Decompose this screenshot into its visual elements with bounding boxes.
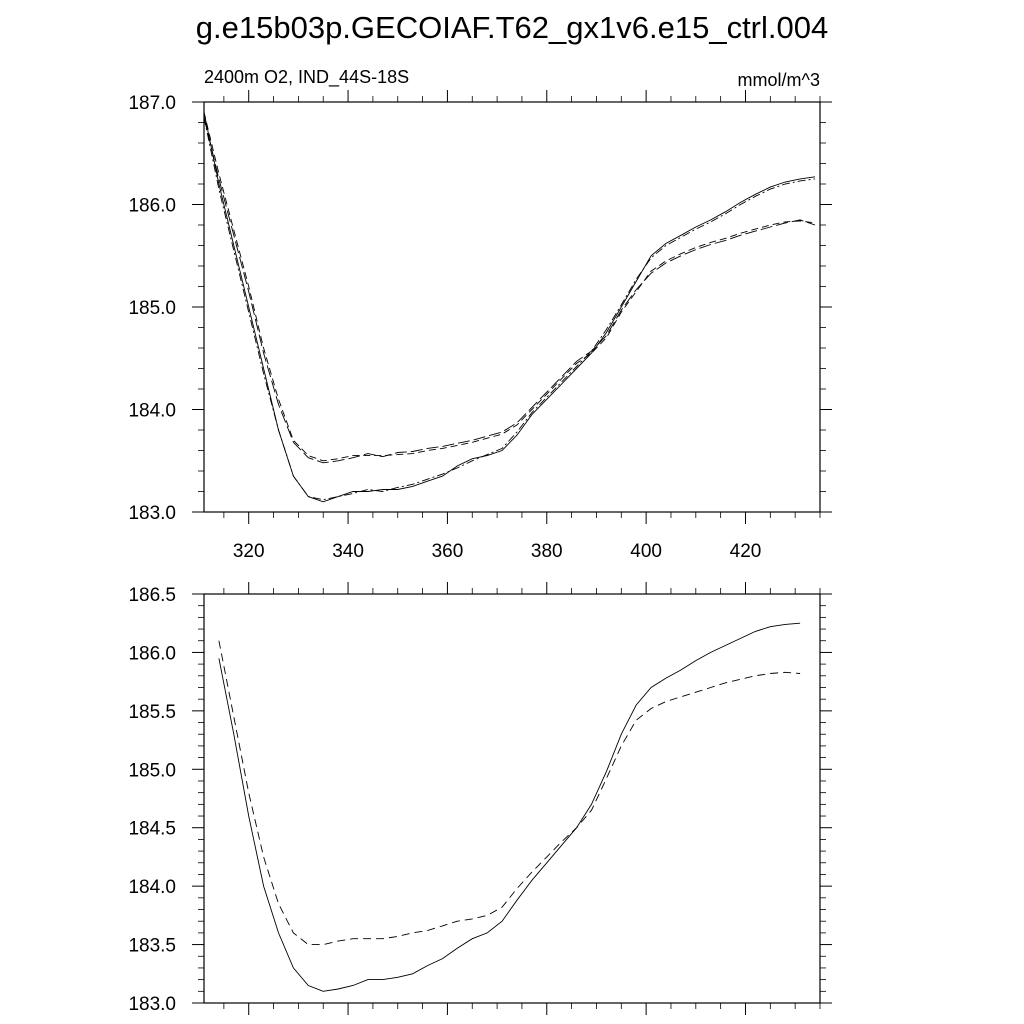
series-line-dashed — [203, 112, 816, 462]
y-tick-label: 183.0 — [128, 994, 176, 1015]
x-tick-label: 380 — [531, 541, 563, 562]
y-tick-label: 184.5 — [128, 819, 176, 840]
series-line-solid — [203, 112, 816, 503]
x-tick-label: 340 — [332, 541, 364, 562]
y-tick-label: 187.0 — [128, 93, 176, 114]
y-tick-label: 183.5 — [128, 936, 176, 957]
y-tick-label: 184.0 — [128, 877, 176, 898]
bottom-panel: 183.0 183.5 184.0 184.5 185.0 185.5 186.0 186.5 — [128, 582, 832, 1015]
y-tick-label: 185.0 — [128, 298, 176, 319]
top-left-label: 2400m O2, IND_44S-18S — [204, 67, 409, 88]
x-tick-label: 400 — [630, 541, 662, 562]
series-line-dot-dash — [203, 117, 816, 501]
y-tick-label: 185.5 — [128, 702, 176, 723]
x-tick-label: 360 — [432, 541, 464, 562]
series-line-long-dash — [203, 117, 816, 464]
y-tick-label: 183.0 — [128, 503, 176, 524]
top-panel: 2400m O2, IND_44S-18S mmol/m^3 320 340 360… — [128, 67, 832, 562]
series-line-dashed — [218, 640, 801, 946]
plot-frame — [203, 593, 821, 1004]
y-tick-label: 185.0 — [128, 760, 176, 781]
top-units-label: mmol/m^3 — [738, 70, 820, 90]
y-tick-label: 186.0 — [128, 196, 176, 217]
y-tick-label: 186.0 — [128, 643, 176, 664]
chart-title: g.e15b03p.GECOIAF.T62_gx1v6.e15_ctrl.004 — [196, 10, 828, 45]
y-tick-label: 186.5 — [128, 585, 176, 606]
series-line-solid — [218, 622, 801, 992]
x-tick-label: 320 — [233, 541, 265, 562]
x-tick-label: 420 — [730, 541, 762, 562]
plot-frame — [203, 101, 821, 513]
y-tick-label: 184.0 — [128, 401, 176, 422]
